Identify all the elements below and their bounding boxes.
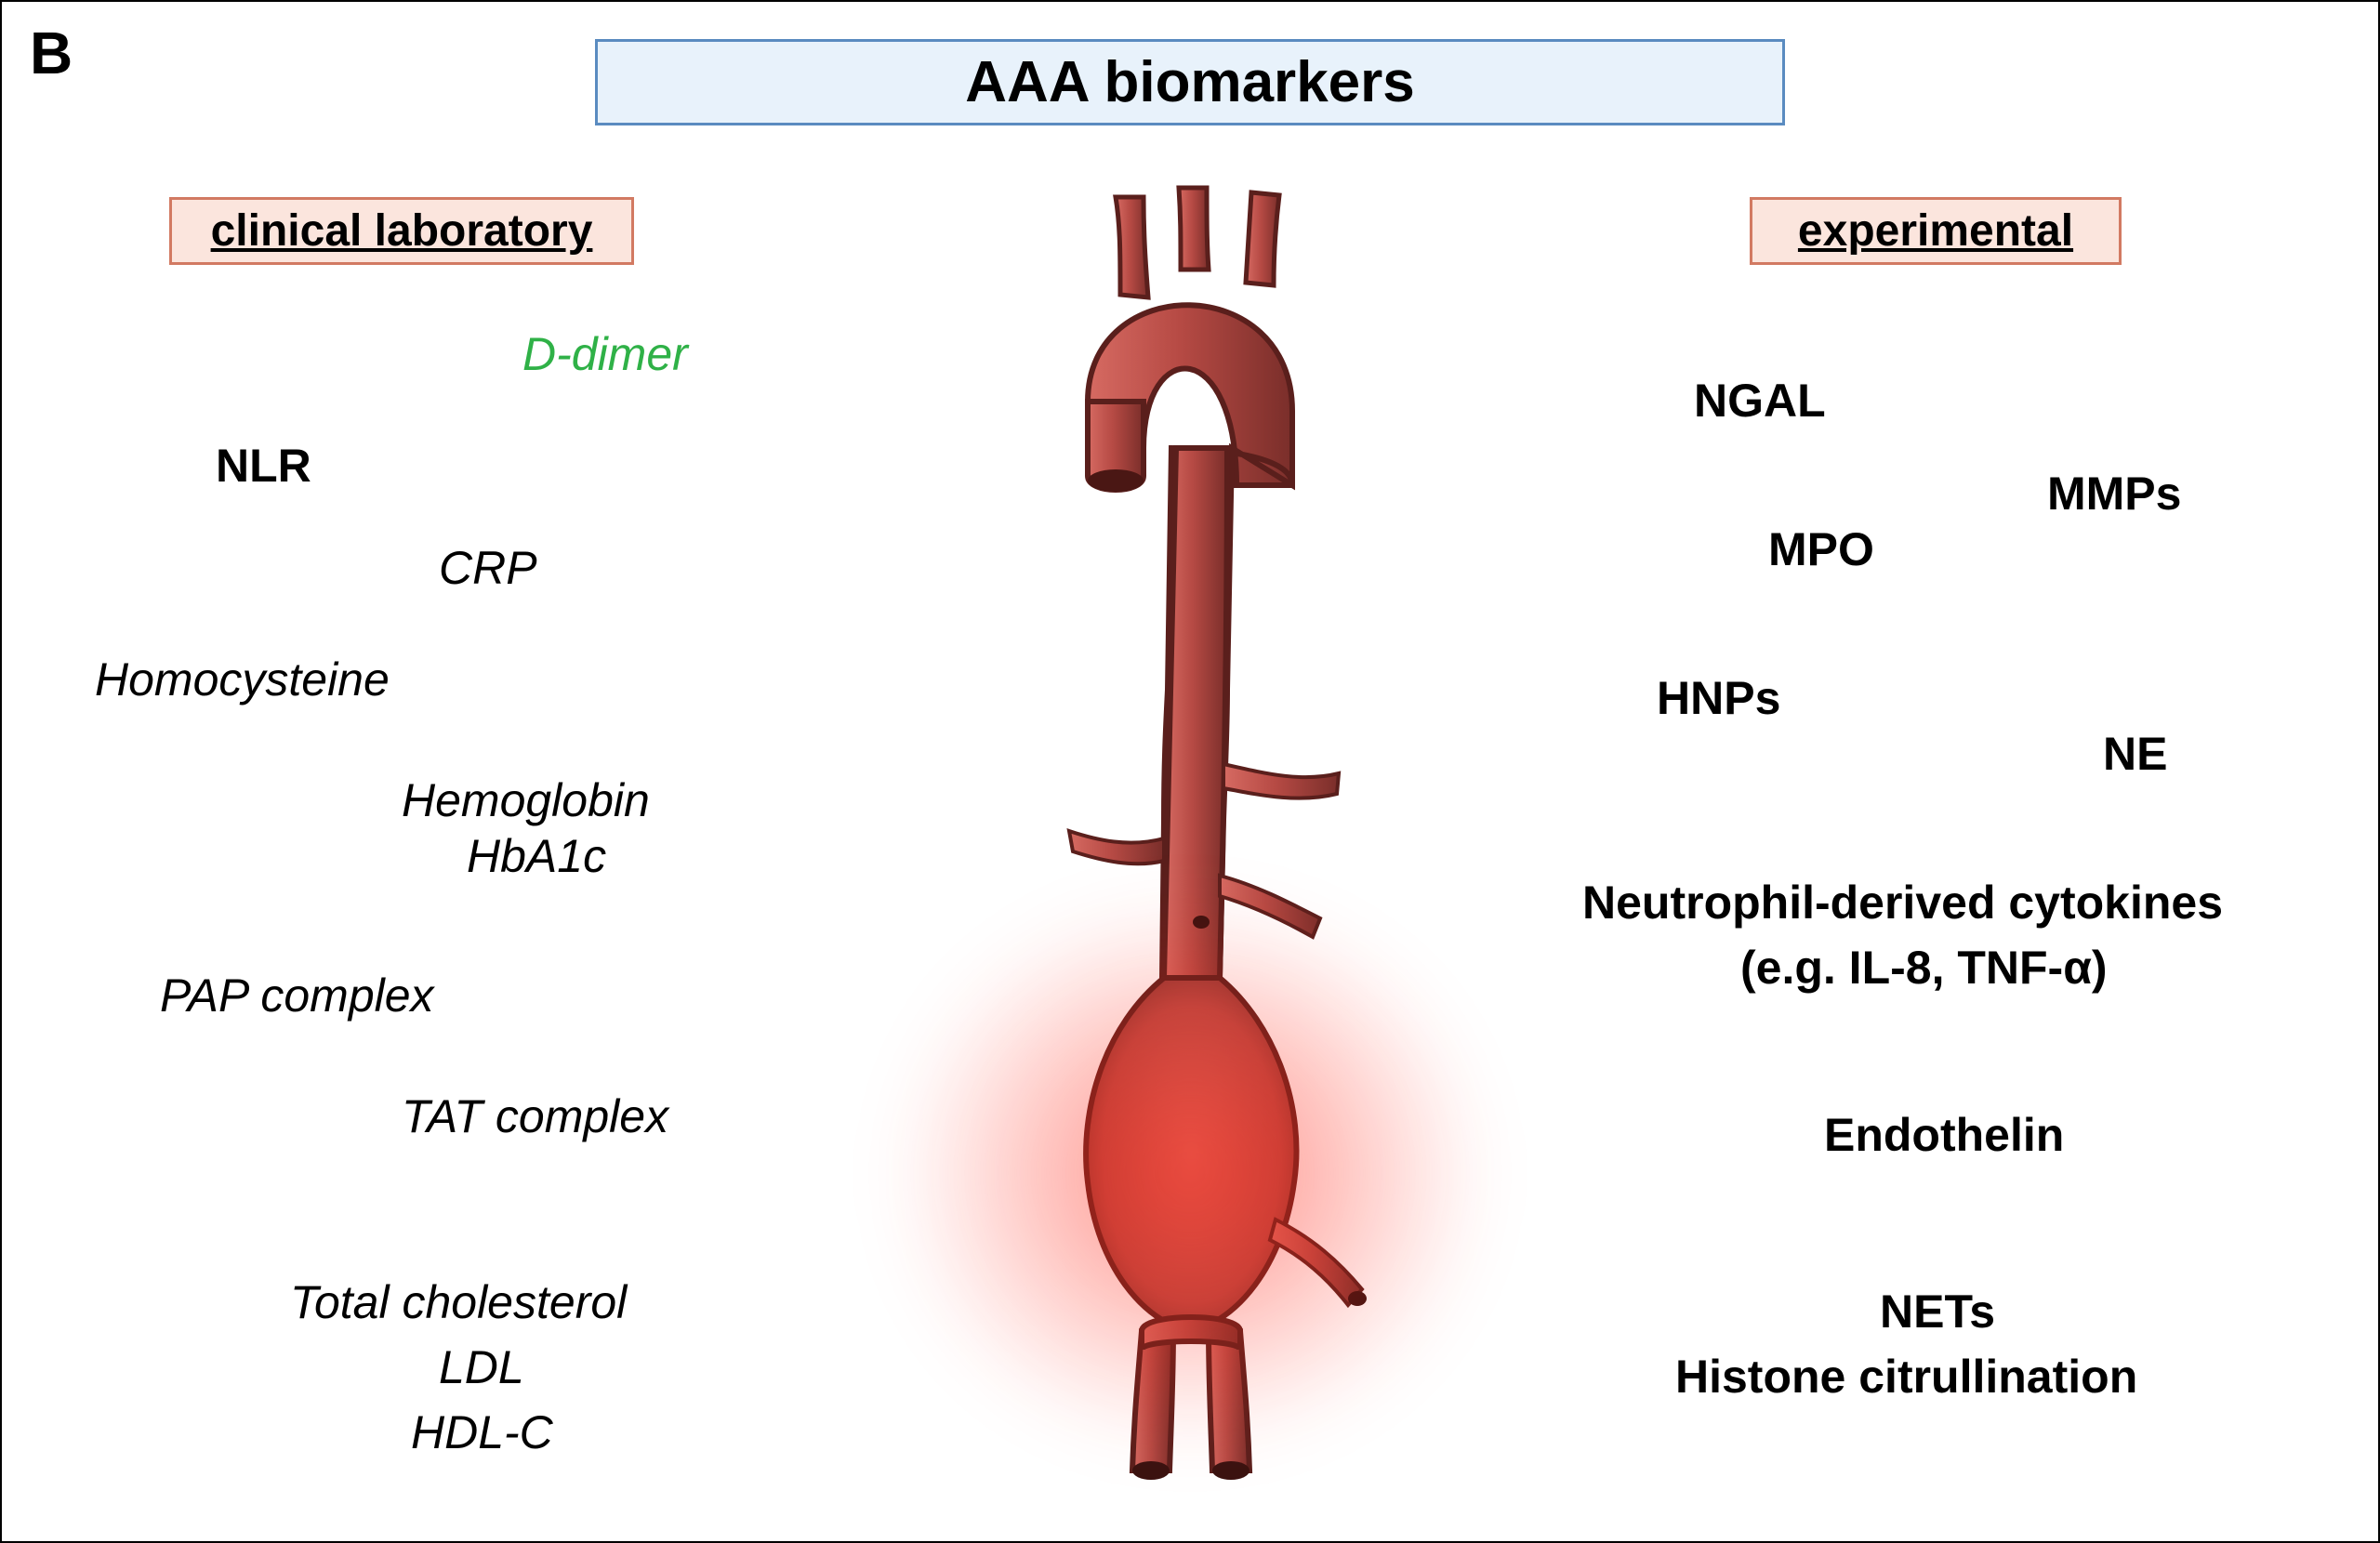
clinical-item-1: NLR [216,439,311,493]
clinical-item-6: PAP complex [160,969,434,1022]
experimental-item-7: Endothelin [1824,1108,2064,1162]
clinical-item-3: Homocysteine [95,653,390,706]
clinical-item-10: HDL-C [411,1405,553,1459]
experimental-item-3: HNPs [1657,671,1780,725]
experimental-item-1: MMPs [2047,467,2181,521]
experimental-item-0: NGAL [1694,374,1826,428]
experimental-item-8: NETs [1880,1285,1995,1339]
clinical-item-0: D-dimer [522,327,688,381]
aneurysm-glow [892,894,1488,1452]
experimental-item-5: Neutrophil-derived cytokines [1582,876,2223,930]
clinical-item-8: Total cholesterol [290,1275,627,1329]
panel-label: B [30,19,73,87]
clinical-item-5: HbA1c [467,829,606,883]
section-experimental: experimental [1750,197,2122,265]
section-clinical-laboratory: clinical laboratory [169,197,634,265]
experimental-item-9: Histone citrullination [1675,1350,2137,1404]
experimental-item-6: (e.g. IL-8, TNF-α) [1740,941,2108,995]
aorta-illustration [948,169,1432,1489]
clinical-item-4: Hemoglobin [402,773,650,827]
clinical-item-9: LDL [439,1340,524,1394]
clinical-item-7: TAT complex [402,1089,668,1143]
clinical-item-2: CRP [439,541,537,595]
figure-canvas: B AAA biomarkers clinical laboratory exp… [0,0,2380,1543]
experimental-item-4: NE [2103,727,2167,781]
figure-title: AAA biomarkers [595,39,1785,125]
experimental-item-2: MPO [1768,522,1874,576]
